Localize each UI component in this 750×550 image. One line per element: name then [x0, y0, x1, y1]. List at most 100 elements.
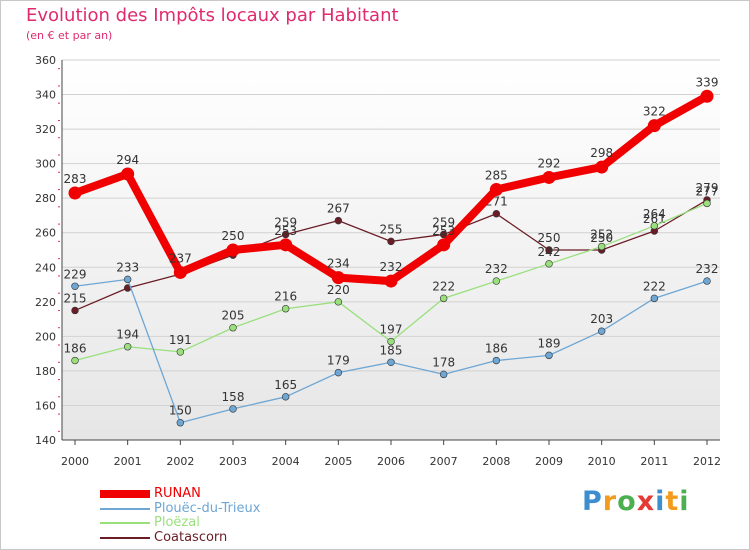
data-point	[68, 186, 82, 200]
data-label: 277	[696, 184, 719, 198]
data-label: 283	[64, 172, 87, 186]
data-point	[71, 356, 79, 365]
y-tick-label: 160	[35, 399, 56, 412]
data-point	[279, 238, 293, 252]
y-tick-label: 220	[35, 296, 56, 309]
data-label: 186	[64, 342, 87, 356]
x-tick-label: 2008	[482, 455, 510, 468]
data-label: 197	[380, 323, 403, 337]
line-chart: 140 160 180 200 220 240 260 280 300 320 340 360 2000…	[35, 54, 721, 468]
data-label: 216	[274, 290, 297, 304]
legend-swatch	[100, 490, 150, 498]
data-point	[387, 237, 395, 246]
x-tick-label: 2001	[114, 455, 142, 468]
data-point	[123, 275, 132, 284]
data-label: 237	[169, 251, 192, 265]
data-point	[331, 271, 345, 285]
proxiti-logo: Proxiti	[582, 486, 690, 517]
data-label: 222	[432, 279, 455, 293]
x-tick-label: 2000	[61, 455, 89, 468]
y-tick-label: 280	[35, 192, 56, 205]
data-point	[439, 230, 448, 239]
data-point	[545, 246, 553, 254]
data-point	[176, 419, 185, 427]
data-label: 259	[432, 215, 455, 229]
data-point	[492, 210, 501, 218]
y-tick-label: 180	[35, 365, 56, 378]
y-tick-label: 300	[35, 158, 56, 171]
data-label: 185	[380, 343, 403, 357]
logo-letter: i	[679, 486, 690, 517]
data-label: 179	[327, 354, 350, 368]
data-point	[334, 368, 343, 377]
data-point	[703, 277, 711, 285]
legend-label: Coatascorn	[154, 529, 228, 545]
data-point	[281, 393, 290, 401]
data-label: 191	[169, 333, 192, 347]
data-point	[226, 243, 240, 257]
data-label: 242	[538, 245, 561, 259]
x-tick-label: 2003	[219, 455, 247, 468]
data-label: 253	[274, 224, 297, 238]
data-point	[650, 294, 659, 303]
data-point	[176, 348, 185, 356]
data-point	[700, 89, 714, 103]
data-point	[229, 324, 237, 332]
data-label: 189	[538, 336, 561, 350]
data-label: 250	[590, 231, 613, 245]
data-label: 339	[696, 75, 719, 89]
data-point	[650, 222, 659, 230]
data-point	[545, 351, 553, 360]
data-point	[492, 356, 501, 365]
data-label: 252	[590, 228, 613, 242]
data-point	[173, 265, 187, 279]
data-point	[123, 343, 132, 351]
x-tick-label: 2004	[272, 455, 300, 468]
data-point	[384, 274, 398, 288]
data-point	[281, 230, 290, 239]
y-tick-label: 200	[35, 330, 56, 343]
data-point	[542, 170, 556, 184]
data-label: 250	[538, 231, 561, 245]
chart-title: Evolution des Impôts locaux par Habitant	[26, 5, 399, 26]
x-tick-label: 2007	[430, 455, 458, 468]
data-label: 285	[485, 169, 508, 183]
data-label: 255	[380, 222, 403, 236]
data-point	[595, 160, 609, 174]
data-label: 232	[696, 262, 719, 276]
data-point	[387, 337, 395, 346]
logo-letter: o	[617, 486, 637, 517]
data-label: 205	[222, 309, 245, 323]
data-point	[439, 294, 448, 303]
data-point	[121, 167, 135, 181]
y-tick-label: 360	[35, 54, 56, 67]
x-tick-label: 2010	[588, 455, 616, 468]
data-label: 292	[538, 156, 561, 170]
data-label: 250	[222, 229, 245, 243]
logo-letter: x	[636, 486, 656, 517]
data-label: 294	[116, 153, 139, 167]
data-point	[647, 119, 661, 133]
data-point	[71, 306, 79, 315]
data-label: 232	[485, 262, 508, 276]
data-label: 158	[222, 390, 245, 404]
data-label: 322	[643, 105, 666, 119]
y-tick-label: 140	[35, 434, 56, 447]
data-label: 203	[590, 312, 613, 326]
data-label: 261	[643, 212, 666, 226]
data-point	[71, 282, 79, 290]
x-tick-label: 2012	[693, 455, 721, 468]
data-label: 253	[432, 224, 455, 238]
data-label: 232	[380, 260, 403, 274]
chart-subtitle: (en € et par an)	[26, 29, 113, 42]
data-point	[439, 370, 448, 379]
x-tick-label: 2011	[640, 455, 668, 468]
y-tick-label: 340	[35, 89, 56, 102]
data-point	[703, 199, 711, 208]
data-point	[229, 405, 237, 413]
y-tick-label: 320	[35, 123, 56, 136]
data-label: 264	[643, 207, 666, 221]
data-point	[281, 305, 290, 313]
logo-letter: P	[582, 486, 603, 517]
data-point	[597, 242, 606, 251]
